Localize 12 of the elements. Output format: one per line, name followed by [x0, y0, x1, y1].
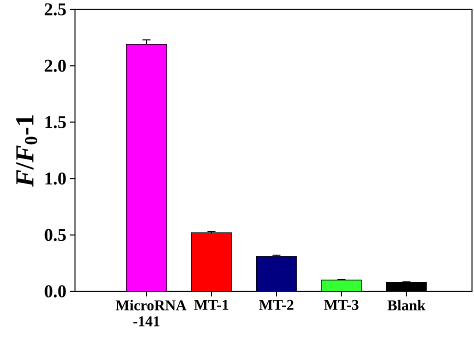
x-tick-label: MT-1: [194, 300, 228, 310]
y-tick-label: 2.0: [44, 60, 66, 72]
x-tick-label: Blank: [388, 300, 426, 310]
y-tick-label: 2.5: [44, 3, 66, 16]
y-tick-label: 1.5: [46, 116, 66, 128]
x-tick-label: MicroRNA -141: [116, 300, 186, 326]
y-tick-label: 0.5: [44, 228, 66, 241]
y-tick-label: 0.0: [44, 285, 66, 298]
x-tick-label: MT-3: [324, 300, 358, 310]
y-axis-title: F/F$_{0}$-1: [16, 115, 38, 187]
x-tick-label: MT-2: [259, 300, 294, 310]
y-tick-label: 1.0: [46, 172, 66, 184]
